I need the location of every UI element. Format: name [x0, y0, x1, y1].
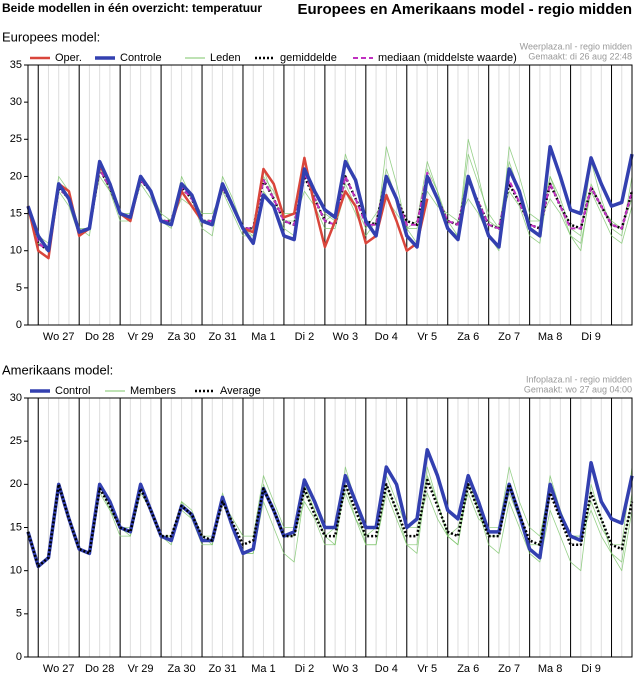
member-line — [27, 466, 633, 567]
y-tick-label: 25 — [10, 435, 22, 447]
x-tick-label: Ma 8 — [538, 663, 562, 675]
x-tick-label: Ma 1 — [251, 663, 275, 675]
y-tick-label: 30 — [10, 392, 22, 404]
source-note: Gemaakt: di 26 aug 22:48 — [528, 51, 632, 61]
y-tick-label: 30 — [10, 96, 22, 108]
x-tick-label: Wo 3 — [333, 663, 358, 675]
x-tick-label: Do 28 — [85, 331, 114, 343]
x-tick-label: Di 9 — [581, 663, 601, 675]
x-tick-label: Za 6 — [457, 331, 479, 343]
y-tick-label: 10 — [10, 245, 22, 257]
source-note: Infoplaza.nl - regio midden — [526, 374, 632, 384]
legend-label: Oper. — [55, 52, 82, 64]
series-line — [26, 448, 634, 569]
legend-label: Leden — [210, 52, 241, 64]
legend-label: Control — [55, 385, 90, 397]
x-tick-label: Wo 3 — [333, 331, 358, 343]
x-tick-label: Vr 29 — [128, 663, 154, 675]
source-note: Weerplaza.nl - regio midden — [520, 41, 632, 51]
x-tick-label: Zo 7 — [498, 331, 520, 343]
series-line — [27, 168, 633, 252]
series-line — [26, 156, 429, 260]
x-tick-label: Zo 7 — [498, 663, 520, 675]
plot-frame — [27, 397, 633, 658]
x-tick-label: Zo 31 — [208, 663, 236, 675]
source-note: Gemaakt: wo 27 aug 04:00 — [524, 384, 632, 394]
x-tick-label: Vr 5 — [417, 663, 437, 675]
y-tick-label: 5 — [16, 608, 22, 620]
member-line — [27, 466, 633, 572]
y-tick-label: 5 — [16, 282, 22, 294]
x-tick-label: Di 2 — [295, 331, 315, 343]
x-tick-label: Vr 29 — [128, 331, 154, 343]
legend-label: Average — [220, 385, 261, 397]
page-heading: Beide modellen in één overzicht: tempera… — [2, 1, 262, 15]
x-tick-label: Do 4 — [375, 331, 398, 343]
x-tick-label: Zo 31 — [208, 331, 236, 343]
legend-label: mediaan (middelste waarde) — [378, 52, 517, 64]
series-line — [26, 144, 634, 253]
y-tick-label: 20 — [10, 478, 22, 490]
y-tick-label: 0 — [16, 319, 22, 331]
series-line — [26, 478, 634, 568]
y-tick-label: 0 — [16, 651, 22, 663]
x-tick-label: Do 28 — [85, 663, 114, 675]
y-tick-label: 20 — [10, 170, 22, 182]
x-tick-label: Vr 5 — [417, 331, 437, 343]
member-line — [27, 466, 633, 567]
x-tick-label: Za 30 — [167, 663, 195, 675]
x-tick-label: Ma 8 — [538, 331, 562, 343]
x-tick-label: Di 2 — [295, 663, 315, 675]
page-title: Europees en Amerikaans model - regio mid… — [297, 1, 632, 18]
member-line — [27, 146, 633, 252]
legend-label: gemiddelde — [280, 52, 337, 64]
x-tick-label: Wo 27 — [43, 663, 75, 675]
x-tick-label: Za 30 — [167, 331, 195, 343]
x-tick-label: Do 4 — [375, 663, 398, 675]
x-tick-label: Di 9 — [581, 331, 601, 343]
legend-label: Controle — [120, 52, 162, 64]
legend-label: Members — [130, 385, 176, 397]
x-tick-label: Wo 27 — [43, 331, 75, 343]
x-tick-label: Za 6 — [457, 663, 479, 675]
x-tick-label: Ma 1 — [251, 331, 275, 343]
y-tick-label: 15 — [10, 521, 22, 533]
y-tick-label: 15 — [10, 207, 22, 219]
y-tick-label: 10 — [10, 565, 22, 577]
y-tick-label: 35 — [10, 59, 22, 71]
chart-title: Amerikaans model: — [2, 362, 113, 377]
y-tick-label: 25 — [10, 133, 22, 145]
plot-frame — [27, 64, 633, 326]
chart-title: Europees model: — [2, 29, 100, 44]
